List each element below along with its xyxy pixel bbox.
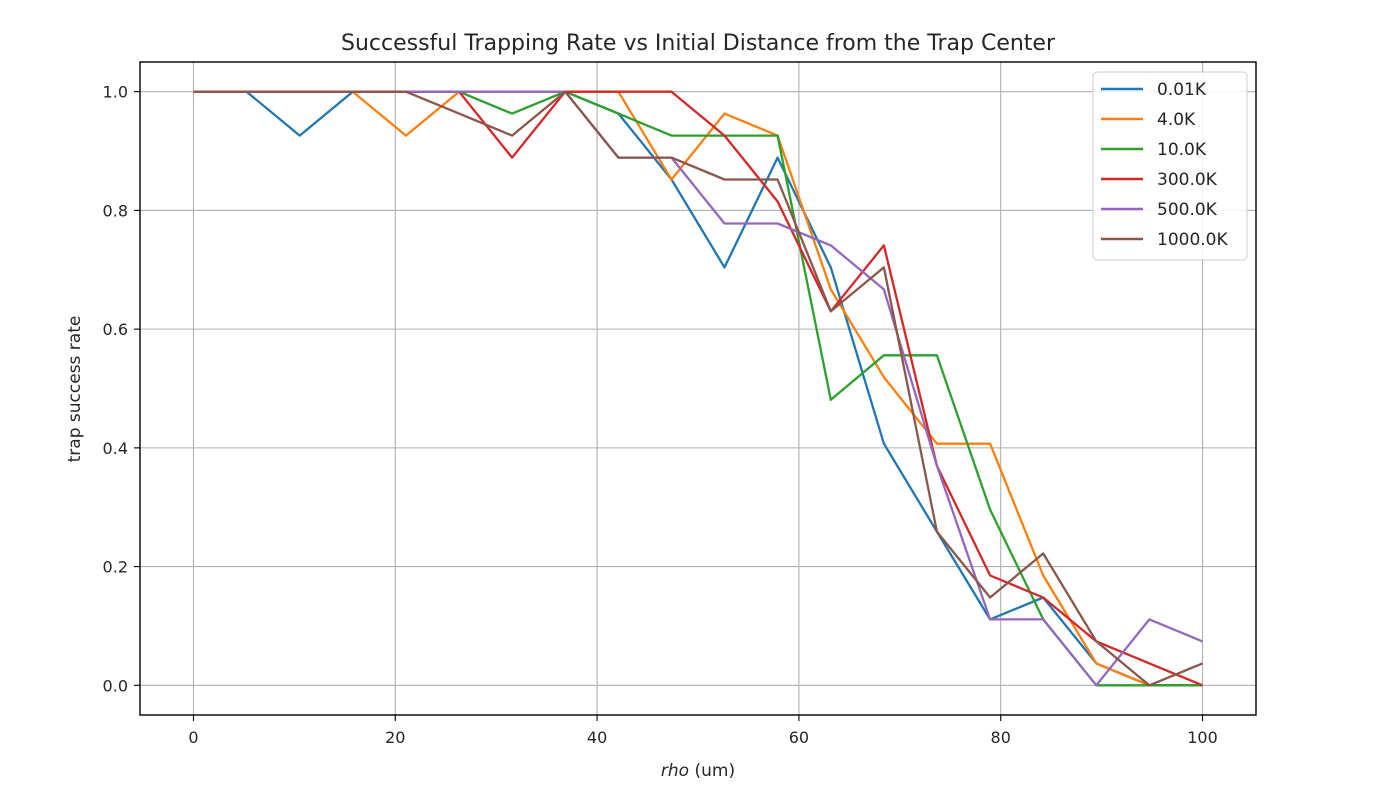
x-tick-label: 60 (789, 728, 809, 747)
legend-label: 0.01K (1157, 80, 1207, 100)
x-axis-label: rho (um) (661, 761, 735, 781)
grid-lines (140, 62, 1256, 715)
legend-label: 500.0K (1157, 200, 1218, 220)
y-tick-label: 0.4 (103, 439, 128, 458)
legend: 0.01K 4.0K 10.0K 300.0K 500.0K 1000.0K (1092, 71, 1248, 261)
series-line-1000-0k (193, 90, 1203, 687)
series-line-4-0k (193, 90, 1203, 687)
legend-label: 4.0K (1157, 110, 1196, 130)
y-tick-label: 0.6 (103, 320, 128, 339)
x-axis-label-italic: rho (661, 761, 689, 781)
plot-frame (139, 61, 1257, 716)
x-tick-label: 80 (991, 728, 1011, 747)
legend-label: 10.0K (1157, 140, 1207, 160)
x-tick-label: 0 (188, 728, 198, 747)
legend-label: 300.0K (1157, 170, 1218, 190)
y-tick-label: 0.2 (103, 558, 128, 577)
chart-title: Successful Trapping Rate vs Initial Dist… (341, 31, 1056, 56)
y-tick-label: 1.0 (103, 83, 128, 102)
series-lines (193, 90, 1203, 687)
y-axis-label: trap success rate (65, 316, 85, 463)
y-tick-label: 0.8 (103, 201, 128, 220)
legend-label: 1000.0K (1157, 230, 1228, 250)
x-tick-label: 100 (1187, 728, 1218, 747)
x-tick-label: 40 (587, 728, 607, 747)
axis-ticks: 0 20 40 60 80 100 0.0 0.2 0.4 0.6 0.8 1.0 (103, 83, 1218, 747)
y-tick-label: 0.0 (103, 676, 128, 695)
x-axis-label-unit: (um) (689, 761, 735, 781)
x-tick-label: 20 (385, 728, 405, 747)
